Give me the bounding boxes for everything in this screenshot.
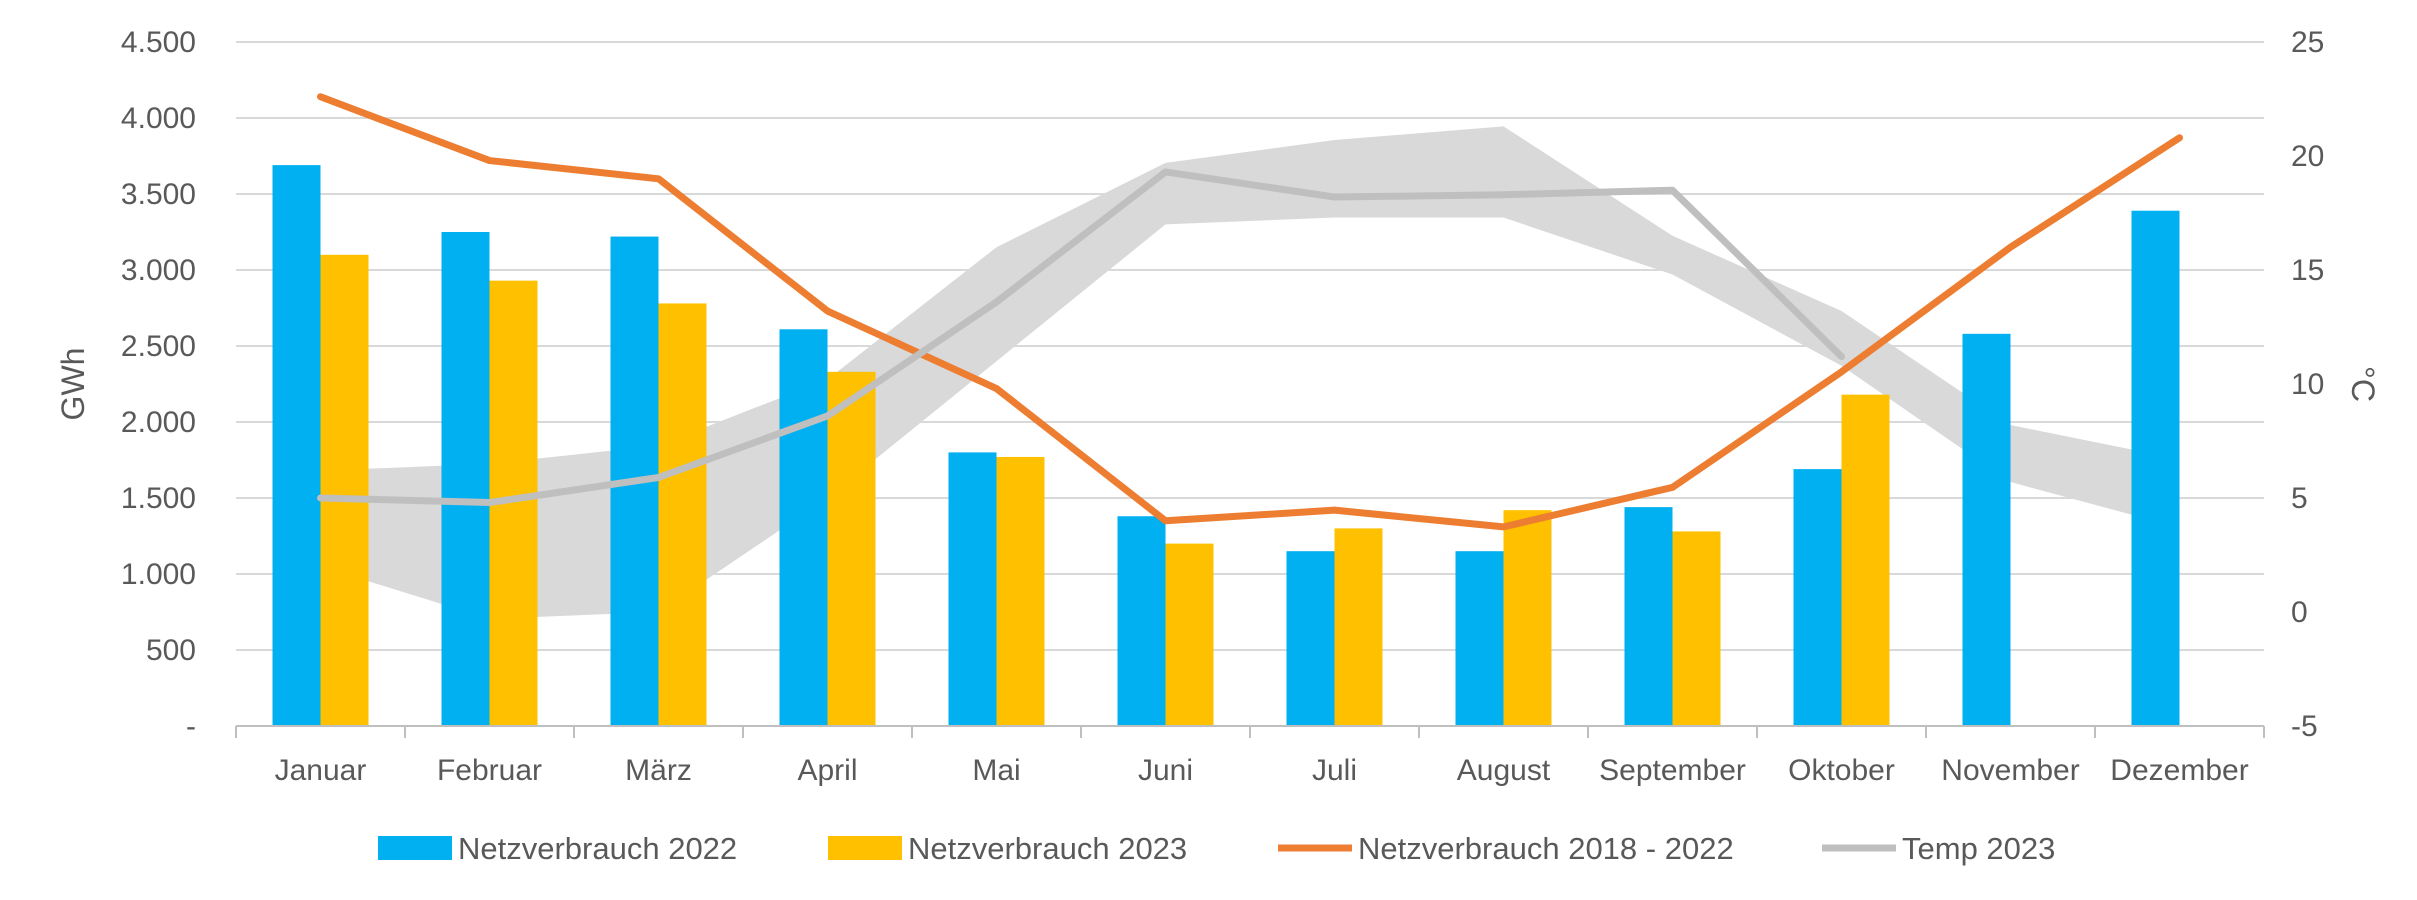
y-left-tick-label: 1.500	[121, 482, 196, 515]
legend-label: Netzverbrauch 2022	[458, 831, 737, 866]
x-tick-label: April	[797, 754, 857, 787]
bar-2022	[1962, 333, 2011, 726]
legend-label: Temp 2023	[1902, 831, 2055, 866]
y-left-tick-label: 3.000	[121, 254, 196, 287]
y-left-axis-title: GWh	[55, 348, 91, 421]
bar-2023	[658, 303, 707, 726]
x-tick-label: Dezember	[2110, 754, 2248, 787]
legend-label: Netzverbrauch 2018 - 2022	[1358, 831, 1734, 866]
bar-2023	[996, 456, 1045, 726]
y-right-tick-label: -5	[2291, 710, 2318, 743]
y-right-tick-label: 5	[2291, 482, 2308, 515]
bar-2022	[948, 452, 997, 726]
legend-swatch	[828, 836, 902, 860]
y-left-tick-label: 2.000	[121, 406, 196, 439]
bar-2023	[1672, 531, 1721, 726]
line-temp-2023	[317, 168, 1845, 507]
y-right-tick-label: 25	[2291, 26, 2324, 59]
x-tick-label: Juni	[1138, 754, 1193, 787]
bar-2022	[1793, 469, 1842, 726]
y-left-tick-label: 1.000	[121, 558, 196, 591]
bar-2023	[827, 371, 876, 726]
y-left-tick-label: 4.500	[121, 26, 196, 59]
bar-2023	[1841, 394, 1890, 726]
axes: - 500 1.000 1.500 2.000 2.500 3.000 3.500 4.000 4…	[55, 26, 2381, 787]
y-left-tick-label: 4.000	[121, 102, 196, 135]
x-tick-label: Januar	[275, 754, 367, 787]
bar-2022	[1624, 507, 1673, 726]
lines	[317, 93, 2183, 531]
y-left-tick-label: 500	[146, 634, 196, 667]
y-right-tick-label: 15	[2291, 254, 2324, 287]
bar-2022	[1455, 551, 1504, 726]
bar-2022	[2131, 210, 2180, 727]
x-tick-label: Oktober	[1788, 754, 1895, 787]
y-left-tick-label: -	[186, 710, 196, 743]
bar-2023	[1503, 510, 1552, 726]
y-right-tick-label: 10	[2291, 368, 2324, 401]
temperature-range-band	[320, 126, 2180, 619]
bar-2022	[1286, 551, 1335, 726]
y-left-tick-label: 2.500	[121, 330, 196, 363]
line-netzverbrauch-2018-2022	[317, 93, 2183, 531]
bar-2023	[1165, 543, 1214, 726]
x-tick-label: Februar	[437, 754, 542, 787]
x-tick-label: März	[625, 754, 692, 787]
bar-2022	[1117, 516, 1166, 726]
x-tick-label: November	[1941, 754, 2079, 787]
bar-2023	[1334, 528, 1383, 726]
legend: Netzverbrauch 2022 Netzverbrauch 2023 Netz…	[378, 831, 2055, 866]
y-right-tick-label: 20	[2291, 140, 2324, 173]
bar-2022	[272, 165, 321, 726]
legend-swatch	[378, 836, 452, 860]
y-right-tick-label: 0	[2291, 596, 2308, 629]
bar-2023	[320, 254, 369, 727]
x-tick-label: September	[1599, 754, 1746, 787]
x-tick-label: Mai	[972, 754, 1020, 787]
bars	[272, 165, 2180, 727]
bar-2022	[441, 232, 490, 726]
x-tick-label: August	[1457, 754, 1551, 787]
temp-band	[320, 126, 2180, 619]
y-left-tick-label: 3.500	[121, 178, 196, 211]
bar-2022	[779, 329, 828, 726]
legend-label: Netzverbrauch 2023	[908, 831, 1187, 866]
x-tick-label: Juli	[1312, 754, 1357, 787]
y-right-axis-title: °C	[2345, 366, 2381, 402]
